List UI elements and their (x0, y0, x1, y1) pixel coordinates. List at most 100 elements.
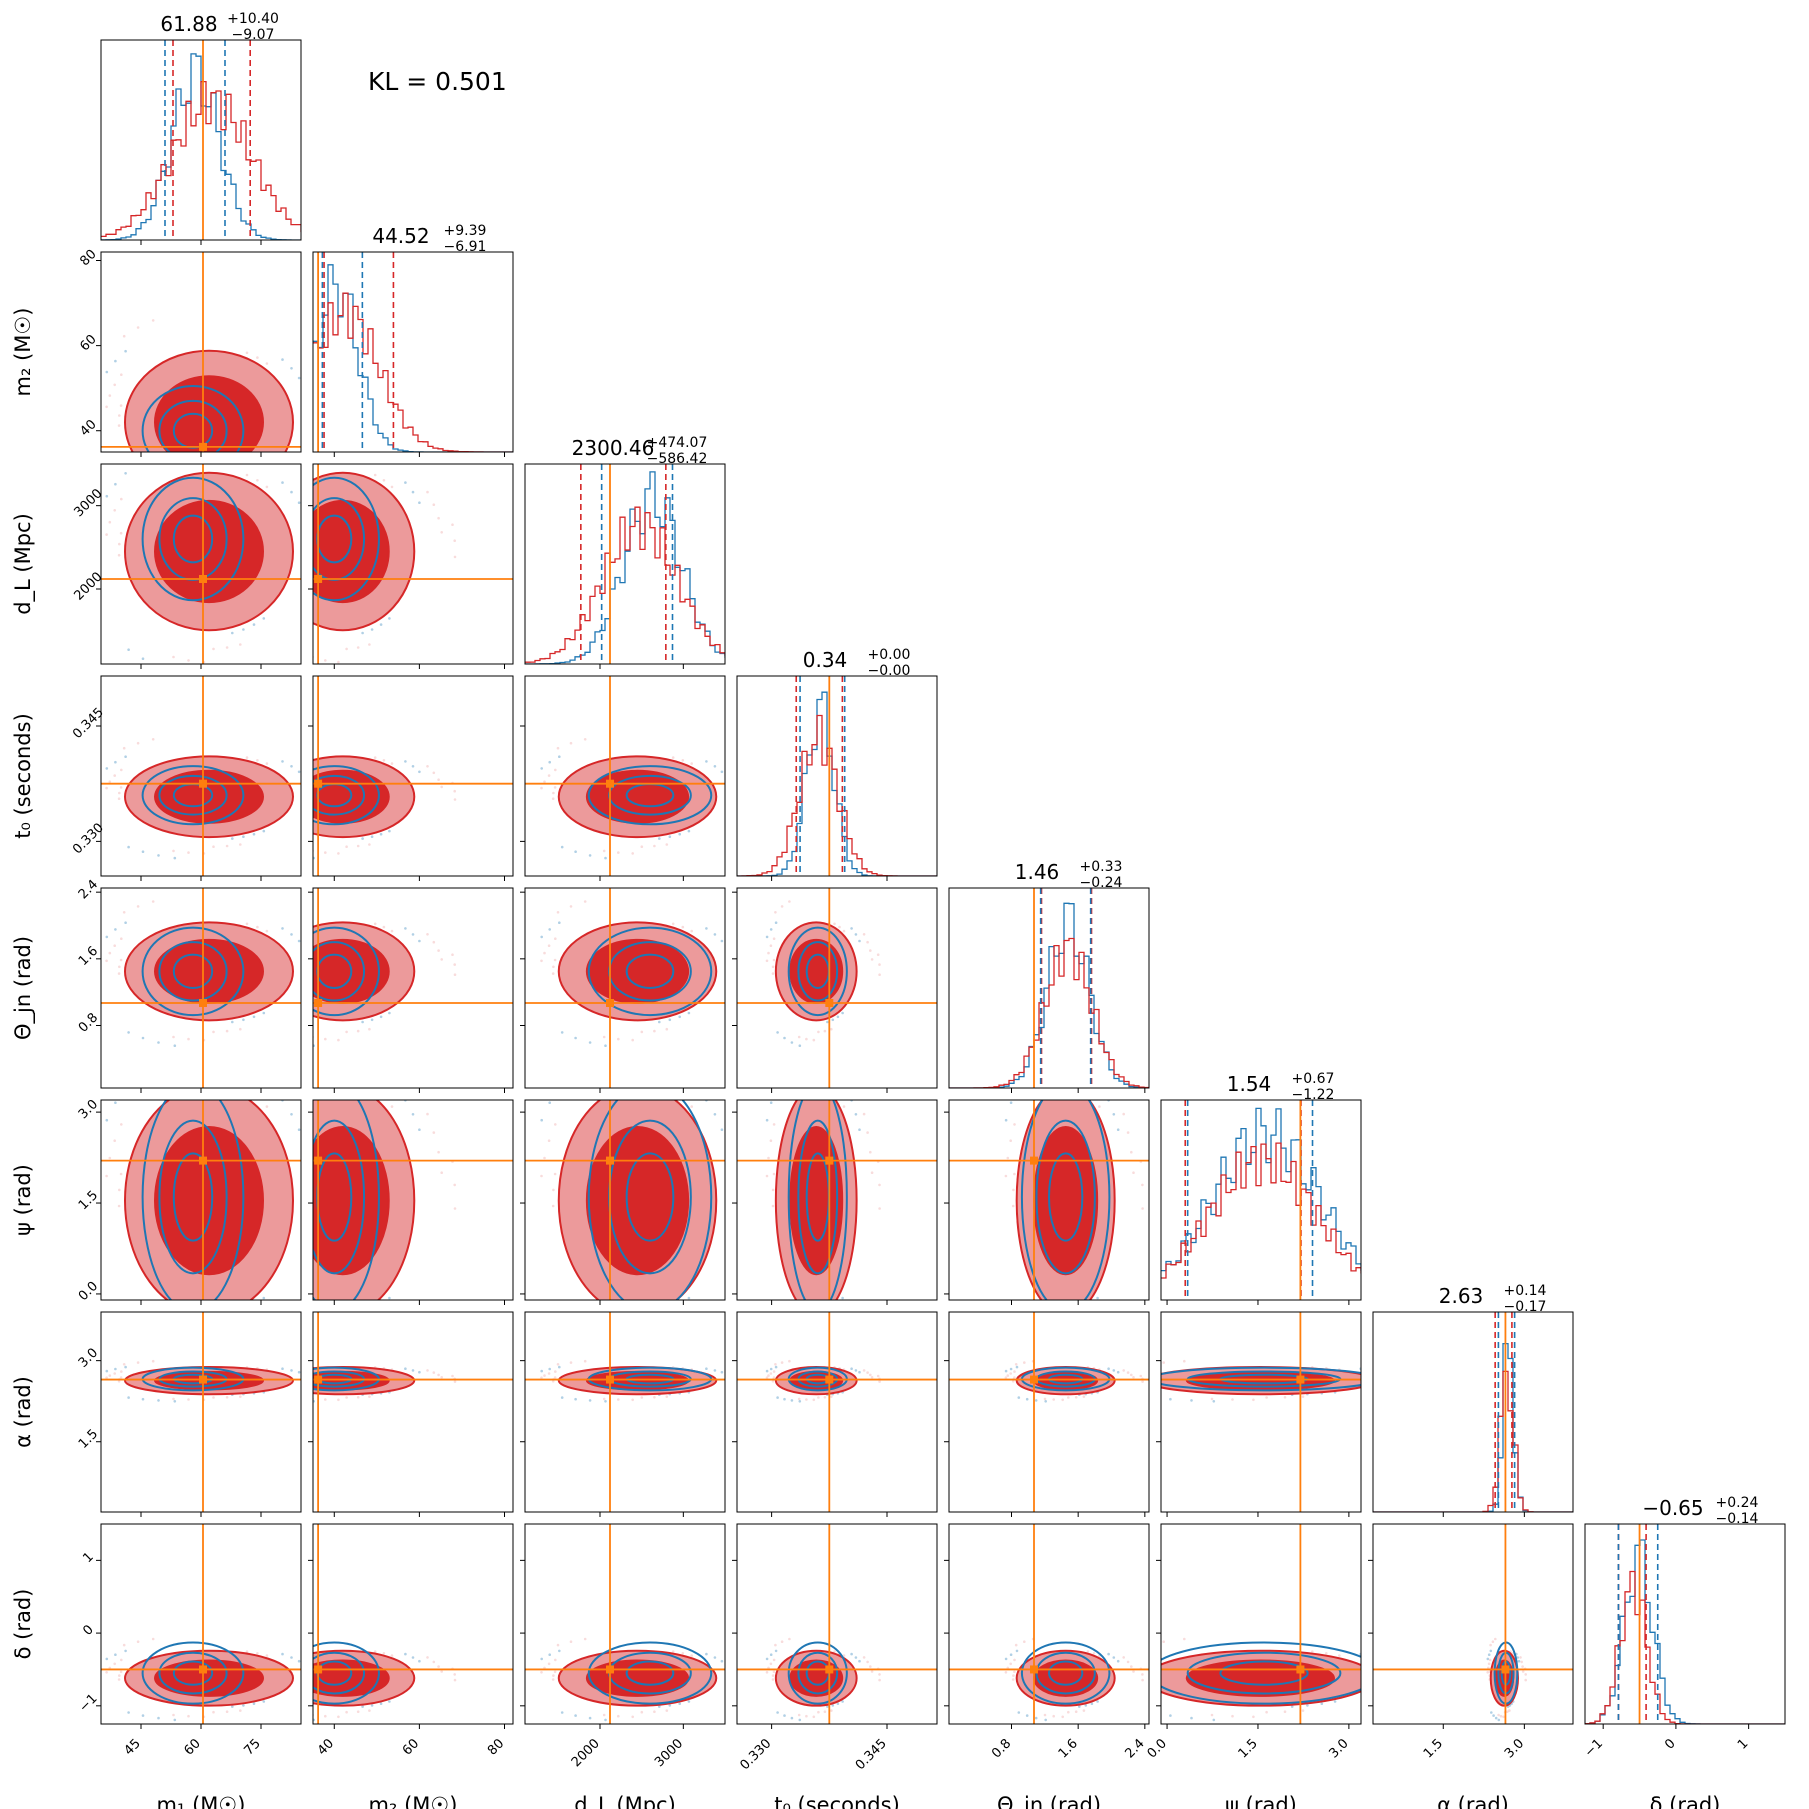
sample-point (653, 844, 656, 848)
panel-frame (524, 463, 726, 665)
sample-point (157, 1399, 160, 1402)
sample-point (404, 927, 407, 930)
sample-point (114, 928, 117, 931)
sample-point (1325, 1652, 1328, 1655)
sample-point (1502, 1715, 1505, 1719)
sample-point (437, 1665, 440, 1668)
sample-point (120, 497, 123, 501)
sample-point (1488, 1658, 1492, 1662)
sample-point (120, 1123, 123, 1126)
sample-point (823, 1029, 827, 1033)
sample-point (263, 482, 266, 485)
sample-point (157, 1716, 160, 1720)
sample-point (1290, 1705, 1294, 1708)
sample-point (791, 1366, 794, 1369)
sample-point (774, 1365, 778, 1369)
sample-point (271, 755, 274, 758)
sample-point (1078, 1705, 1081, 1708)
panel-frame (736, 1311, 938, 1513)
sample-point (1212, 1718, 1216, 1722)
sample-point (1014, 1363, 1018, 1366)
panel-title-minus-theta_jn: −0.24 (1080, 875, 1123, 891)
sample-point (1150, 1396, 1153, 1399)
sample-point (760, 1380, 763, 1383)
sample-point (878, 1380, 881, 1383)
panel-psi-vs-m2 (269, 1061, 514, 1344)
sample-point (173, 1400, 177, 1403)
contour-blue-0 (787, 1641, 848, 1705)
sample-point (108, 1666, 112, 1670)
sample-point (772, 1172, 776, 1176)
sample-point (1009, 1662, 1012, 1666)
sample-point (231, 1020, 234, 1024)
panel-delta-vs-delta: −0.65 +0.24−0.14 −1 0 1 (1582, 1495, 1786, 1760)
panel-frame (948, 1523, 1150, 1725)
panel-title-minus-t0: −0.00 (868, 663, 911, 679)
contour-blue-0 (1020, 1100, 1111, 1300)
sample-point (269, 1061, 272, 1064)
truth-marker (606, 1375, 614, 1384)
sample-point (767, 951, 770, 955)
sample-point (453, 1673, 457, 1676)
sample-point (1497, 1718, 1501, 1722)
contour-blue-2 (1219, 1660, 1309, 1686)
sample-point (552, 1188, 555, 1192)
panel-frame (312, 251, 514, 453)
sample-point (127, 1342, 130, 1345)
sample-point (678, 1702, 681, 1705)
sample-point (1145, 1366, 1148, 1369)
sample-point (345, 1341, 348, 1344)
sample-point (242, 835, 245, 838)
sample-point (540, 935, 543, 939)
sample-point (1516, 1656, 1519, 1659)
sample-point (765, 959, 769, 963)
sample-point (687, 1011, 691, 1015)
sample-point (553, 1670, 557, 1674)
sample-point (836, 1702, 840, 1705)
sample-point (588, 1041, 592, 1044)
sample-point (390, 762, 394, 765)
sample-point (866, 1660, 869, 1664)
sample-point (713, 933, 717, 936)
sample-point (123, 455, 126, 458)
sample-point (1169, 1397, 1172, 1401)
contour-blue-2 (172, 953, 214, 989)
sample-point (558, 1649, 561, 1653)
sample-point (281, 1361, 284, 1364)
sample-point (162, 457, 165, 460)
sample-point (141, 850, 145, 853)
sample-point (551, 797, 555, 800)
sample-point (1013, 1123, 1016, 1126)
sample-point (543, 1374, 546, 1377)
sample-point (838, 925, 841, 929)
sample-point (105, 767, 109, 770)
x-tick-label: 75 (242, 1736, 264, 1758)
sample-point (212, 1341, 215, 1344)
sample-point (1061, 1715, 1064, 1719)
contour-blue-2 (625, 1152, 675, 1242)
sample-point (151, 738, 155, 741)
y-tick-label: 1 (80, 1550, 96, 1566)
sample-point (411, 1656, 415, 1659)
contour-blue-2 (172, 1660, 214, 1686)
contour-blue-0 (313, 1100, 380, 1300)
sample-point (310, 1687, 313, 1690)
sample-point (1011, 1380, 1015, 1383)
sample-point (1084, 1704, 1088, 1707)
sample-point (805, 1714, 808, 1718)
sample-point (432, 771, 436, 775)
sample-point (666, 1335, 669, 1338)
x-tick-label: 1.5 (1421, 1736, 1446, 1761)
sample-point (1438, 1673, 1441, 1676)
sample-point (583, 1637, 587, 1641)
sample-point (602, 1713, 606, 1717)
sample-point (271, 472, 274, 475)
sample-point (574, 1036, 577, 1040)
panel-title-plus-m1: +10.40 (227, 11, 279, 27)
sample-point (561, 1342, 564, 1345)
sample-point (273, 1396, 276, 1399)
sample-point (337, 852, 340, 855)
sample-point (558, 921, 561, 924)
sample-point (245, 473, 249, 477)
sample-point (574, 850, 577, 853)
